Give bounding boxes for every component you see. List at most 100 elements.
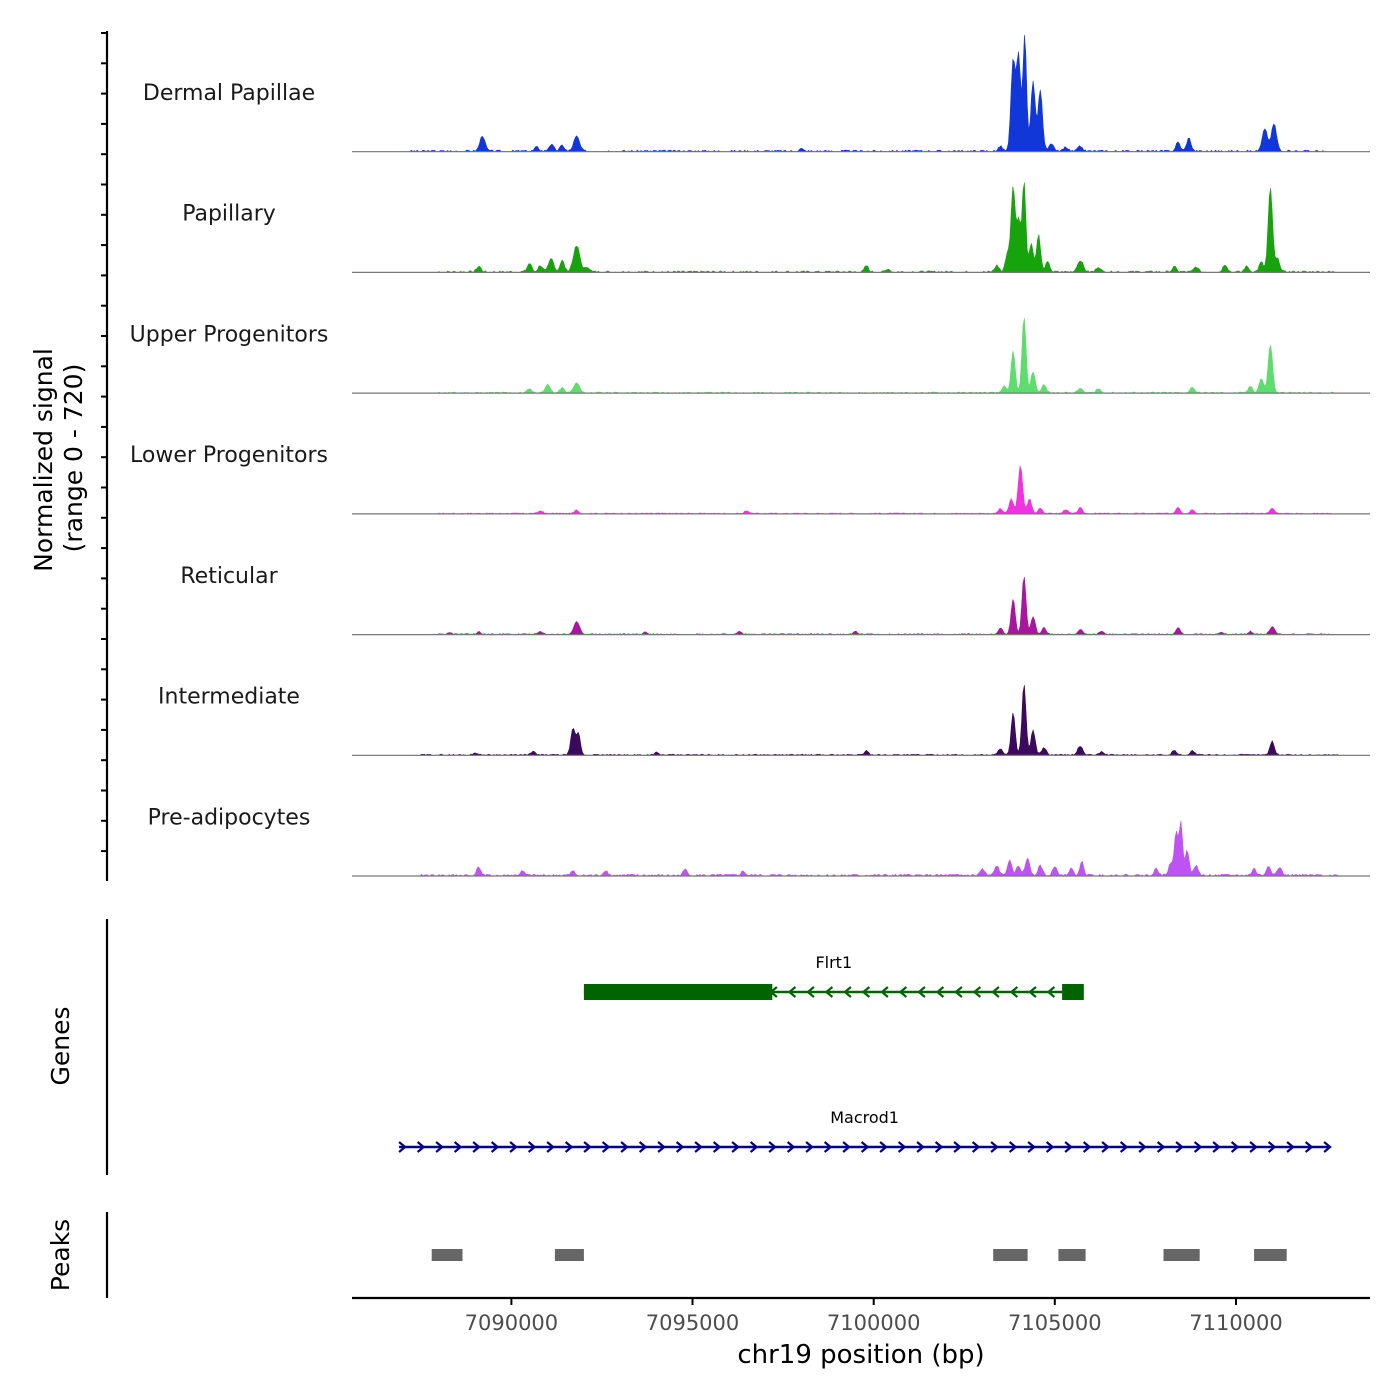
track-upper-progenitors: Upper Progenitors: [130, 318, 1370, 394]
x-tick-label: 7100000: [827, 1311, 921, 1335]
strand-chevron: [1230, 1141, 1240, 1153]
strand-chevron: [435, 1141, 444, 1153]
x-tick-label: 7105000: [1008, 1311, 1102, 1335]
strand-chevron: [1064, 1141, 1073, 1153]
strand-chevron: [805, 1141, 814, 1153]
track-papillary: Papillary: [182, 182, 1370, 273]
track-label: Intermediate: [158, 685, 300, 710]
x-tick-label: 7110000: [1189, 1311, 1283, 1335]
strand-chevron: [861, 986, 871, 998]
track-dermal-papillae: Dermal Papillae: [143, 34, 1370, 153]
x-tick-label: 7095000: [646, 1311, 740, 1335]
coverage-area: [352, 34, 1370, 153]
coverage-area: [352, 685, 1370, 756]
gene-annotations: Flrt1 Macrod1: [398, 953, 1332, 1153]
genes-panel-label: Genes: [46, 1006, 75, 1085]
strand-chevron: [416, 1141, 426, 1153]
signal-y-label-line1: Normalized signal: [29, 348, 58, 572]
strand-chevron: [768, 1141, 777, 1153]
strand-chevron: [490, 1141, 500, 1153]
strand-chevron: [897, 1141, 907, 1153]
peak-region: [431, 1249, 463, 1261]
strand-chevron: [1009, 986, 1019, 998]
strand-chevron: [786, 1141, 796, 1153]
strand-chevron: [1028, 986, 1037, 998]
strand-chevron: [916, 1141, 925, 1153]
strand-chevron: [953, 1141, 962, 1153]
peak-region: [993, 1249, 1028, 1261]
x-axis-ticks: 7090000 7095000 7100000 7105000 7110000: [465, 1298, 1283, 1335]
strand-chevron: [546, 1141, 555, 1153]
strand-chevron: [842, 1141, 851, 1153]
coverage-area: [352, 182, 1370, 273]
strand-chevron: [1249, 1141, 1258, 1153]
strand-chevron: [824, 986, 834, 998]
strand-chevron: [731, 1141, 740, 1153]
strand-chevron: [990, 1141, 999, 1153]
strand-chevron: [843, 986, 852, 998]
strand-chevron: [1323, 1141, 1332, 1153]
track-lower-progenitors: Lower Progenitors: [130, 443, 1370, 515]
strand-chevron: [1008, 1141, 1018, 1153]
strand-chevron: [675, 1141, 685, 1153]
signal-y-label-line2: (range 0 - 720): [59, 364, 88, 553]
gene-macrod1: Macrod1: [398, 1108, 1332, 1153]
track-label: Reticular: [180, 564, 278, 589]
strand-chevron: [879, 1141, 888, 1153]
gene-label: Macrod1: [830, 1108, 899, 1127]
strand-chevron: [472, 1141, 481, 1153]
strand-chevron: [954, 986, 963, 998]
x-axis-title: chr19 position (bp): [737, 1340, 984, 1370]
strand-chevron: [583, 1141, 592, 1153]
peaks-panel-label: Peaks: [46, 1219, 75, 1291]
strand-chevron: [712, 1141, 722, 1153]
strand-chevron: [1027, 1141, 1036, 1153]
gene-flrt1: Flrt1: [583, 953, 1084, 1000]
strand-chevron: [1046, 986, 1056, 998]
strand-chevron: [657, 1141, 666, 1153]
coverage-area: [352, 318, 1370, 394]
strand-chevron: [398, 1141, 407, 1153]
strand-chevron: [806, 986, 815, 998]
track-label: Dermal Papillae: [143, 81, 315, 106]
coverage-area: [352, 820, 1370, 877]
strand-chevron: [934, 1141, 944, 1153]
strand-chevron: [972, 986, 982, 998]
strand-chevron: [638, 1141, 648, 1153]
strand-chevron: [971, 1141, 981, 1153]
strand-chevron: [1304, 1141, 1314, 1153]
strand-chevron: [1267, 1141, 1277, 1153]
strand-chevron: [991, 986, 1000, 998]
strand-chevron: [1138, 1141, 1147, 1153]
strand-chevron: [1212, 1141, 1221, 1153]
peak-regions: [431, 1249, 1287, 1261]
gene-exon: [583, 984, 773, 1000]
strand-chevron: [620, 1141, 629, 1153]
track-intermediate: Intermediate: [158, 685, 1370, 756]
strand-chevron: [749, 1141, 759, 1153]
strand-chevron: [787, 986, 797, 998]
coverage-area: [352, 465, 1370, 515]
strand-chevron: [1286, 1141, 1295, 1153]
strand-chevron: [1119, 1141, 1129, 1153]
peak-region: [1163, 1249, 1200, 1261]
peak-region: [554, 1249, 584, 1261]
strand-chevron: [860, 1141, 870, 1153]
strand-chevron: [880, 986, 889, 998]
strand-chevron: [564, 1141, 574, 1153]
strand-chevron: [917, 986, 926, 998]
coverage-area: [352, 577, 1370, 635]
track-label: Lower Progenitors: [130, 443, 328, 468]
gene-exon: [1062, 984, 1084, 1000]
strand-chevron: [453, 1141, 463, 1153]
track-label: Papillary: [182, 202, 276, 227]
track-pre-adipocytes: Pre-adipocytes: [148, 805, 1370, 877]
strand-chevron: [1101, 1141, 1110, 1153]
strand-chevron: [1175, 1141, 1184, 1153]
signal-y-axis-ticks: [101, 32, 107, 853]
strand-chevron: [527, 1141, 537, 1153]
strand-chevron: [509, 1141, 518, 1153]
track-label: Pre-adipocytes: [148, 805, 311, 830]
strand-chevron: [1045, 1141, 1055, 1153]
